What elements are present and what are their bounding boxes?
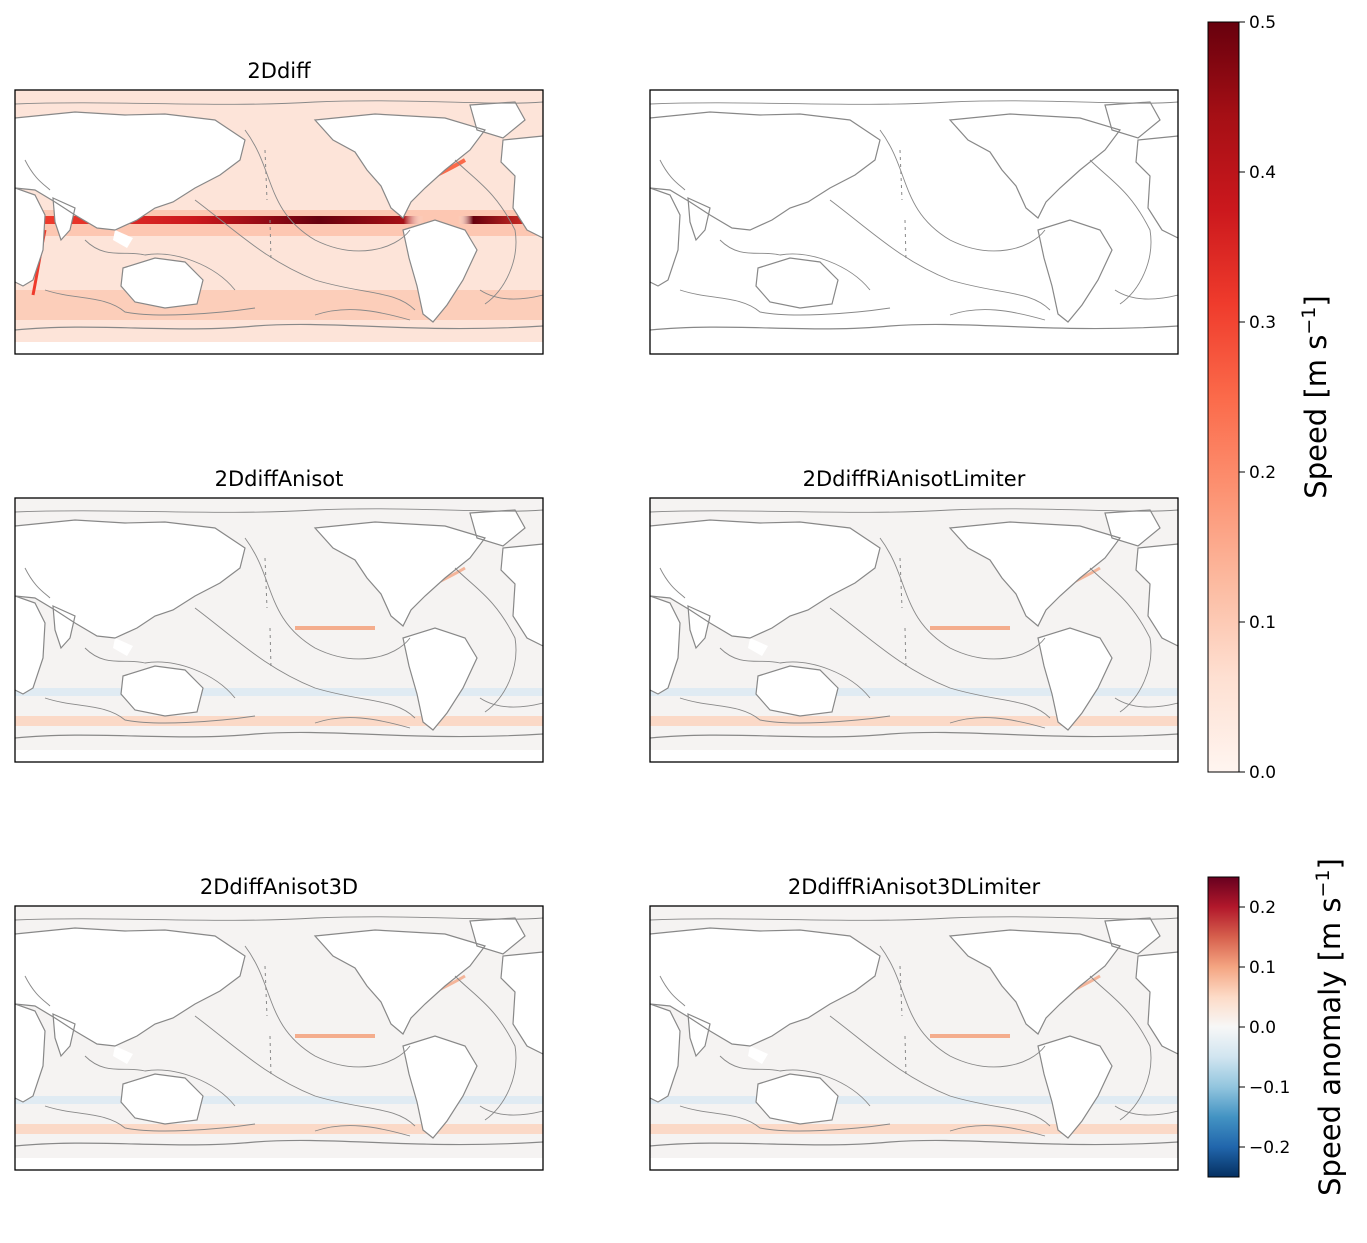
colorbar-tick-label: 0.0 <box>1249 763 1276 783</box>
equatorial-current <box>45 216 543 224</box>
colorbar-tick-label: −0.2 <box>1249 1138 1290 1158</box>
colorbar-speed-label: Speed [m s−1] <box>1298 295 1333 498</box>
panel-frame <box>649 89 1179 355</box>
colorbar-tick-label: 0.2 <box>1249 898 1276 918</box>
colorbar-speed: 0.0 0.1 0.2 0.3 0.4 0.5 Speed [m s−1] <box>1207 13 1333 783</box>
colorbar-tick-label: 0.1 <box>1249 613 1276 633</box>
anomaly-equatorial <box>295 626 375 630</box>
colorbar-tick-label: 0.5 <box>1249 13 1276 33</box>
panel-frame <box>14 89 544 355</box>
anomaly-band-positive <box>650 1124 1178 1134</box>
colorbar-speed-bar <box>1207 21 1240 773</box>
colorbar-tick-label: 0.3 <box>1249 313 1276 333</box>
panel-title: 2DdiffAnisot3D <box>200 875 358 899</box>
map-panel: 2DdiffAnisot3D <box>14 875 544 1171</box>
anomaly-equatorial <box>295 1034 375 1038</box>
anomaly-band-negative <box>15 1096 543 1104</box>
colorbar-anomaly-label: Speed anomaly [m s−1] <box>1312 858 1347 1196</box>
anomaly-band-negative <box>15 688 543 696</box>
panel-frame <box>649 905 1179 1171</box>
colorbar-anomaly: −0.2 −0.1 0.0 0.1 0.2 Speed anomaly [m s−1] <box>1207 858 1347 1196</box>
map-panel: 2DdiffRiAnisotLimiter <box>649 467 1179 763</box>
panel-frame <box>14 905 544 1171</box>
colorbar-anomaly-bar <box>1207 876 1240 1178</box>
anomaly-equatorial <box>930 1034 1010 1038</box>
panel-title: 2DdiffAnisot <box>215 467 344 491</box>
panel-title: 2DdiffRiAnisot3DLimiter <box>788 875 1041 899</box>
southern-band <box>15 290 543 320</box>
anomaly-band-positive <box>15 1124 543 1134</box>
anomaly-band-negative <box>650 688 1178 696</box>
anomaly-equatorial <box>930 626 1010 630</box>
panel-title: 2Ddiff <box>247 59 311 83</box>
anomaly-band-negative <box>650 1096 1178 1104</box>
map-panel: 2Ddiff <box>14 59 544 355</box>
colorbar-tick-label: 0.4 <box>1249 163 1276 183</box>
map-panel <box>649 89 1179 355</box>
map-panel: 2DdiffAnisot <box>14 467 544 763</box>
panel-frame <box>14 497 544 763</box>
map-panel: 2DdiffRiAnisot3DLimiter <box>649 875 1179 1171</box>
colorbar-tick-label: −0.1 <box>1249 1078 1290 1098</box>
anomaly-band-positive <box>650 716 1178 726</box>
colorbar-tick-label: 0.0 <box>1249 1018 1276 1038</box>
colorbar-tick-label: 0.1 <box>1249 958 1276 978</box>
panel-title: 2DdiffRiAnisotLimiter <box>803 467 1026 491</box>
anomaly-band-positive <box>15 716 543 726</box>
colorbar-tick-label: 0.2 <box>1249 463 1276 483</box>
panel-frame <box>649 497 1179 763</box>
